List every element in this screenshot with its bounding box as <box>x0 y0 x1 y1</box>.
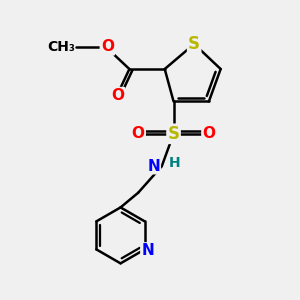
Text: S: S <box>188 35 200 53</box>
Text: O: O <box>132 126 145 141</box>
Text: N: N <box>141 243 154 258</box>
Text: O: O <box>101 39 114 54</box>
Text: O: O <box>111 88 124 103</box>
Text: N: N <box>148 159 160 174</box>
Text: CH₃: CH₃ <box>47 40 75 54</box>
Text: O: O <box>202 126 215 141</box>
Text: H: H <box>169 156 181 170</box>
Text: S: S <box>168 125 180 143</box>
